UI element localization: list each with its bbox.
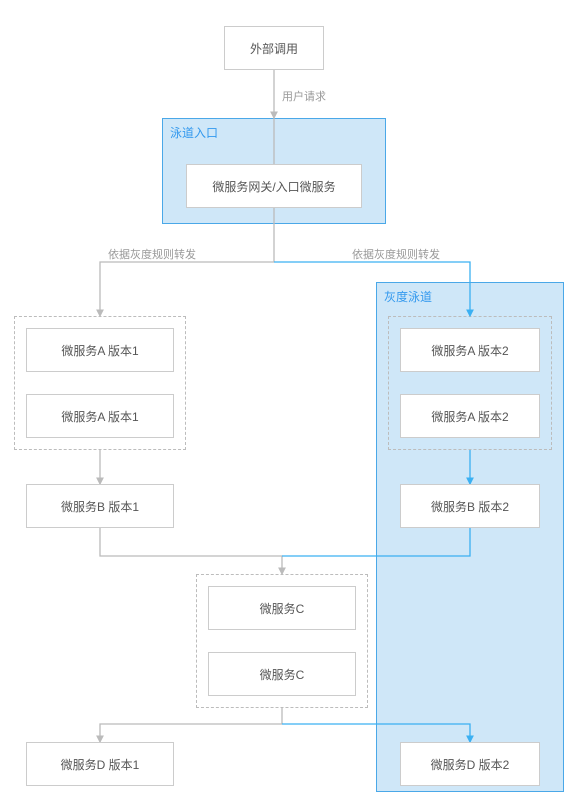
edge-e-gw-left	[100, 262, 274, 316]
node-gateway: 微服务网关/入口微服务	[186, 164, 362, 208]
edge-e-b1-c	[100, 528, 282, 574]
edge-label-lbl-fwd-left: 依据灰度规则转发	[108, 246, 196, 262]
node-svc-c-1: 微服务C	[208, 586, 356, 630]
node-svc-d-v1: 微服务D 版本1	[26, 742, 174, 786]
node-external-call: 外部调用	[224, 26, 324, 70]
node-svc-a-v1-2: 微服务A 版本1	[26, 394, 174, 438]
node-svc-b-v2: 微服务B 版本2	[400, 484, 540, 528]
region-label-swimlane-entry: 泳道入口	[170, 124, 218, 141]
node-svc-a-v2-1: 微服务A 版本2	[400, 328, 540, 372]
node-svc-b-v1: 微服务B 版本1	[26, 484, 174, 528]
edge-label-lbl-fwd-right: 依据灰度规则转发	[352, 246, 440, 262]
node-svc-c-2: 微服务C	[208, 652, 356, 696]
node-svc-a-v2-2: 微服务A 版本2	[400, 394, 540, 438]
edge-e-c-d1	[100, 724, 282, 742]
region-label-gray-swimlane: 灰度泳道	[384, 288, 432, 305]
node-svc-d-v2: 微服务D 版本2	[400, 742, 540, 786]
edge-label-lbl-user-req: 用户请求	[282, 88, 326, 104]
node-svc-a-v1-1: 微服务A 版本1	[26, 328, 174, 372]
